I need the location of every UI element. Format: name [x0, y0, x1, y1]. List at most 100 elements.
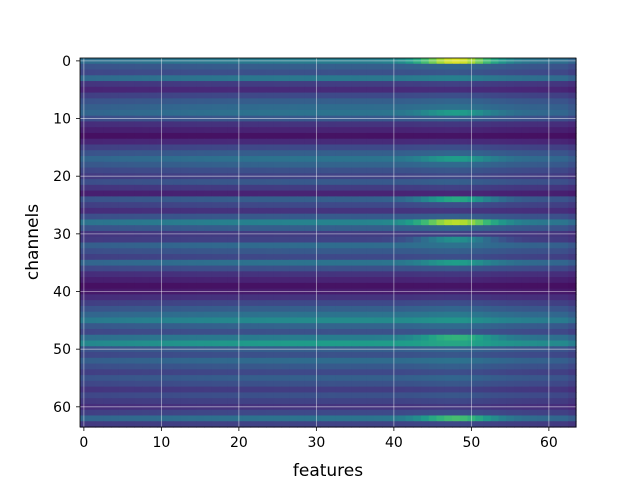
heatmap-cell: [421, 127, 430, 134]
heatmap-cell: [258, 81, 267, 88]
heatmap-cell: [188, 144, 197, 151]
heatmap-cell: [568, 242, 577, 249]
heatmap-cell: [343, 352, 352, 359]
heatmap-cell: [498, 75, 507, 82]
heatmap-cell: [397, 138, 407, 146]
heatmap-cell: [219, 271, 228, 278]
heatmap-cell: [343, 415, 352, 422]
heatmap-cell: [514, 184, 523, 192]
heatmap-cell: [521, 311, 531, 319]
heatmap-cell: [521, 328, 531, 336]
heatmap-cell: [188, 127, 197, 134]
heatmap-cell: [188, 386, 197, 394]
heatmap-cell: [149, 398, 159, 405]
heatmap-cell: [514, 150, 523, 157]
heatmap-cell: [483, 386, 492, 394]
heatmap-cell: [560, 92, 569, 99]
heatmap-cell: [560, 161, 569, 169]
heatmap-cell: [568, 277, 577, 284]
heatmap-cell: [452, 386, 461, 394]
heatmap-cell: [452, 81, 461, 88]
heatmap-cell: [111, 213, 120, 221]
heatmap-cell: [196, 190, 205, 197]
heatmap-cell: [126, 225, 135, 232]
heatmap-cell: [366, 248, 376, 255]
heatmap-cell: [359, 300, 368, 307]
heatmap-cell: [103, 98, 112, 105]
heatmap-cell: [196, 254, 205, 261]
heatmap-cell: [568, 127, 577, 134]
heatmap-cell: [475, 248, 484, 255]
heatmap-cell: [188, 277, 197, 284]
heatmap-cell: [320, 121, 329, 128]
heatmap-cell: [165, 380, 174, 388]
heatmap-cell: [227, 282, 236, 290]
heatmap-cell: [552, 421, 562, 428]
heatmap-cell: [219, 207, 228, 215]
heatmap-cell: [103, 398, 112, 405]
heatmap-cell: [413, 380, 422, 388]
heatmap-cell: [328, 132, 337, 140]
heatmap-cell: [552, 271, 562, 278]
heatmap-cell: [537, 202, 546, 209]
heatmap-cell: [304, 323, 314, 330]
heatmap-cell: [95, 392, 104, 399]
heatmap-cell: [475, 328, 484, 336]
heatmap-cell: [320, 69, 329, 76]
heatmap-cell: [266, 386, 275, 394]
heatmap-cell: [103, 271, 112, 278]
heatmap-cell: [498, 328, 507, 336]
heatmap-cell: [521, 179, 531, 186]
heatmap-cell: [95, 81, 104, 88]
heatmap-cell: [452, 248, 461, 255]
heatmap-cell: [514, 69, 523, 76]
heatmap-cell: [529, 265, 538, 272]
heatmap-cell: [134, 179, 143, 186]
heatmap-cell: [521, 196, 531, 203]
heatmap-cell: [397, 202, 407, 209]
heatmap-cell: [521, 127, 531, 134]
heatmap-cell: [405, 225, 414, 232]
heatmap-cell: [521, 363, 531, 370]
heatmap-cell: [343, 392, 352, 399]
heatmap-cell: [552, 340, 562, 347]
heatmap-cell: [568, 248, 577, 255]
heatmap-cell: [204, 357, 213, 365]
heatmap-cell: [552, 167, 562, 174]
heatmap-cell: [428, 144, 438, 151]
heatmap-cell: [490, 409, 500, 417]
heatmap-cell: [335, 98, 345, 105]
heatmap-cell: [103, 207, 112, 215]
heatmap-cell: [459, 248, 469, 255]
heatmap-cell: [537, 179, 546, 186]
heatmap-cell: [374, 121, 383, 128]
heatmap-cell: [343, 328, 352, 336]
heatmap-cell: [134, 150, 143, 157]
heatmap-cell: [366, 138, 376, 146]
heatmap-cell: [397, 357, 407, 365]
heatmap-cell: [366, 334, 376, 342]
heatmap-cell: [506, 202, 515, 209]
heatmap-cell: [397, 282, 407, 290]
heatmap-cell: [204, 277, 213, 284]
heatmap-cell: [103, 421, 112, 428]
heatmap-cell: [374, 311, 383, 319]
heatmap-cell: [242, 236, 252, 244]
heatmap-cell: [506, 415, 515, 422]
heatmap-cell: [204, 265, 213, 272]
heatmap-cell: [428, 409, 438, 417]
heatmap-cell: [537, 254, 546, 261]
heatmap-cell: [289, 98, 298, 105]
heatmap-cell: [382, 179, 391, 186]
heatmap-cell: [304, 254, 314, 261]
heatmap-cell: [335, 75, 345, 82]
heatmap-cell: [180, 294, 190, 301]
heatmap-cell: [165, 328, 174, 336]
heatmap-cell: [273, 323, 283, 330]
heatmap-cell: [273, 357, 283, 365]
heatmap-cell: [436, 380, 445, 388]
heatmap-cell: [452, 196, 461, 203]
heatmap-cell: [118, 81, 128, 88]
heatmap-cell: [273, 392, 283, 399]
heatmap-cell: [134, 121, 143, 128]
